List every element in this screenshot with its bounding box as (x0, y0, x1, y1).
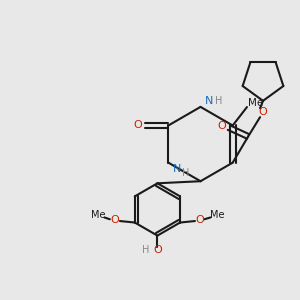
Text: O: O (153, 245, 162, 256)
Text: O: O (133, 121, 142, 130)
Text: O: O (217, 121, 226, 131)
Text: Me: Me (248, 98, 263, 108)
Text: N: N (172, 164, 181, 174)
Text: O: O (259, 107, 267, 117)
Text: N: N (205, 96, 213, 106)
Text: H: H (182, 168, 190, 178)
Text: Me: Me (91, 210, 105, 220)
Text: H: H (142, 245, 149, 256)
Text: Me: Me (210, 210, 224, 220)
Text: O: O (110, 215, 119, 225)
Text: H: H (215, 96, 222, 106)
Text: O: O (195, 215, 204, 225)
